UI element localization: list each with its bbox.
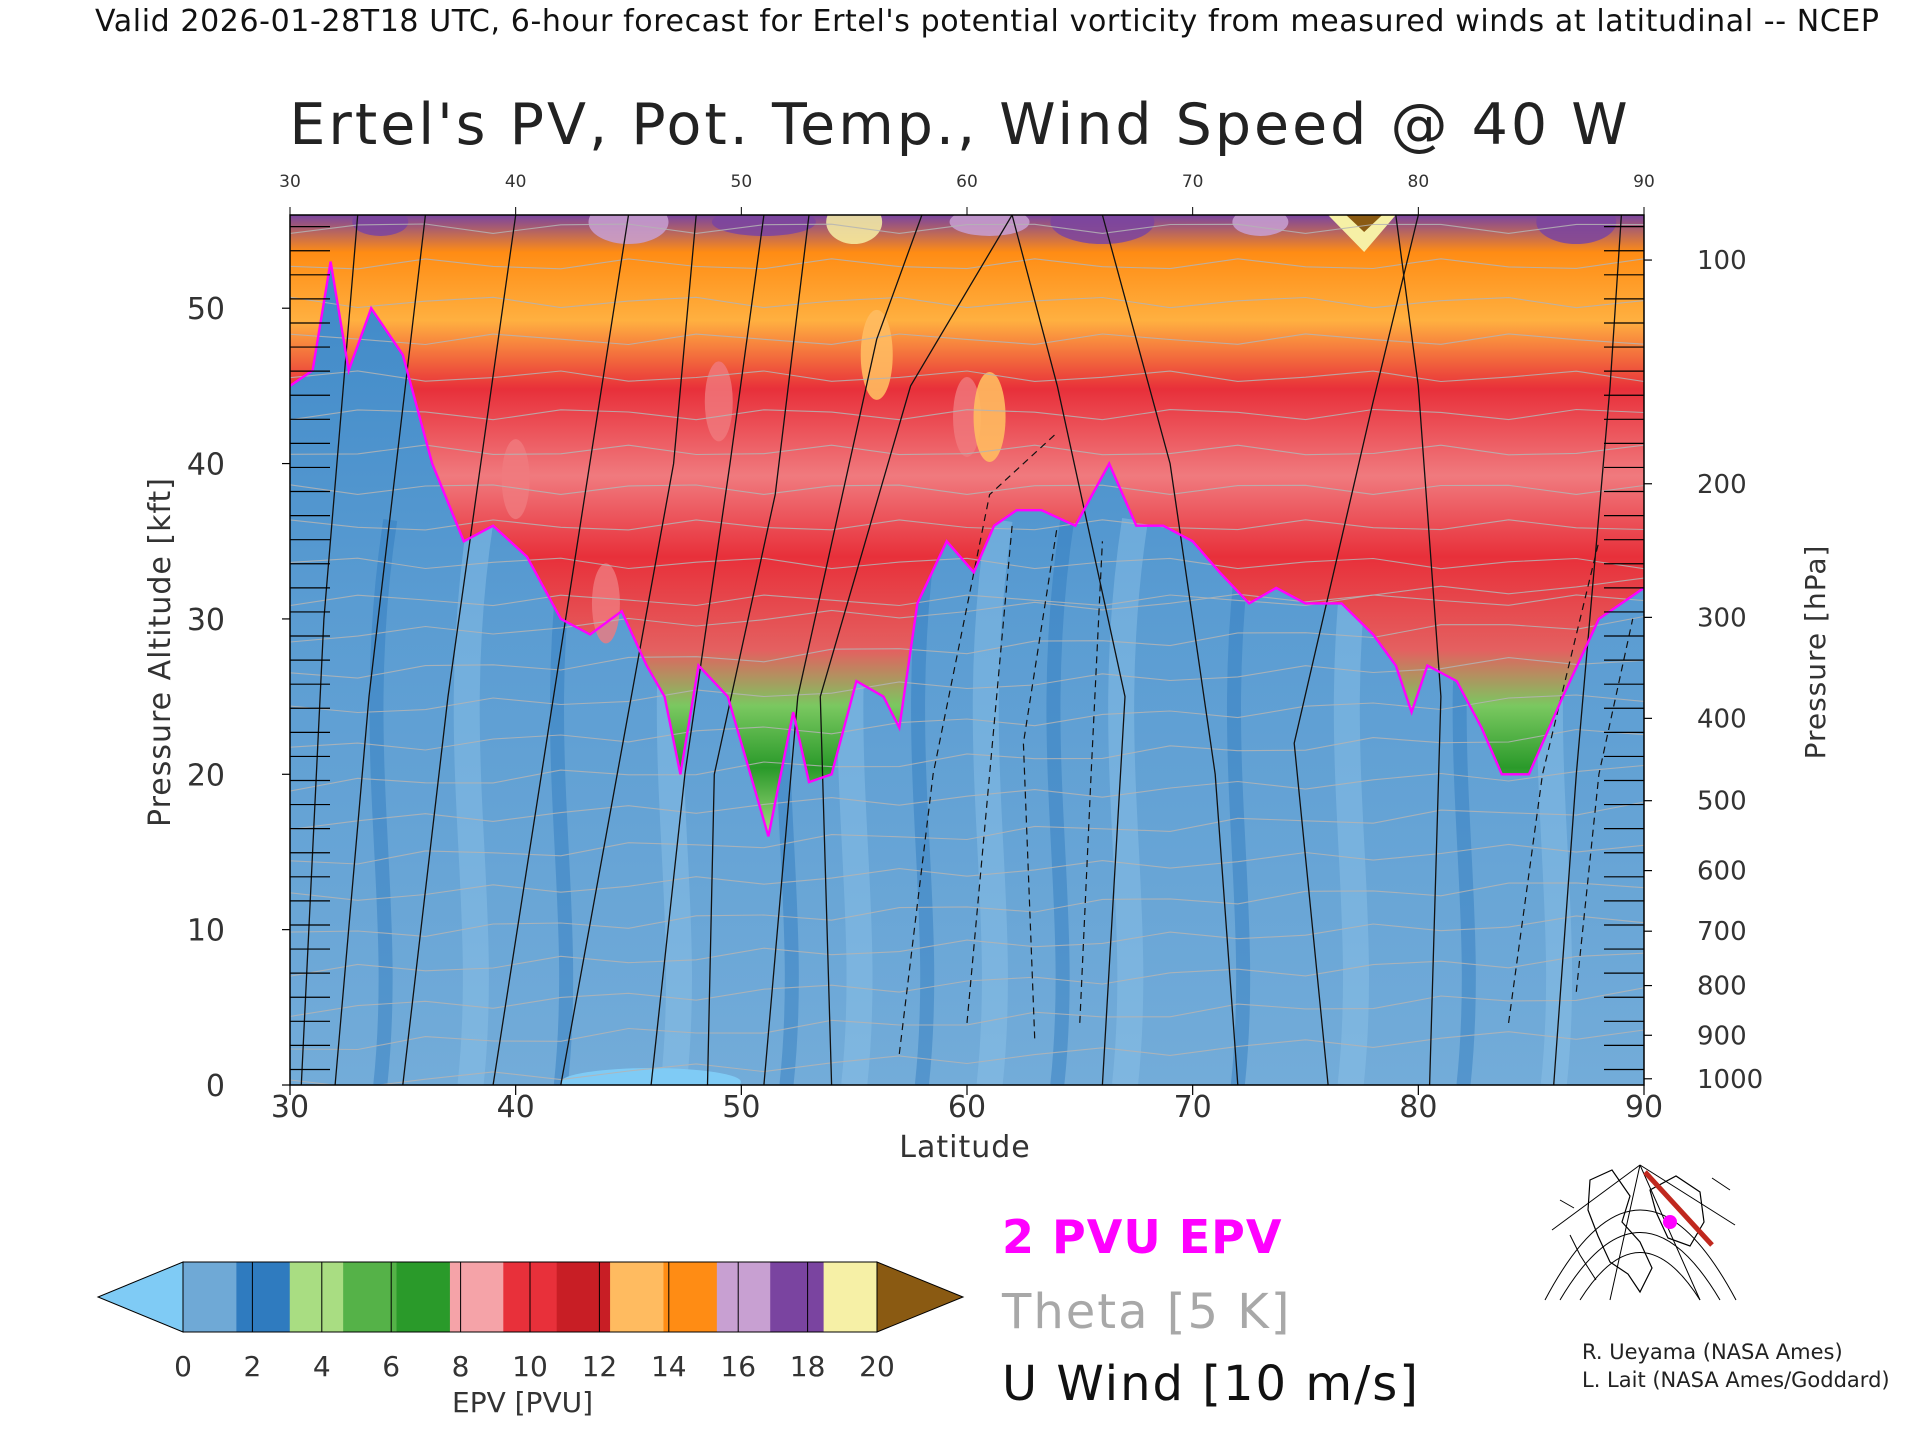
- colorbar-tick-label: 4: [313, 1350, 331, 1383]
- x-tick-label: 60: [948, 1090, 986, 1125]
- colorbar-swatch: [663, 1262, 718, 1332]
- x-tick-label: 50: [722, 1090, 760, 1125]
- latitude-axis-top: 30 40 50 60 70 80 90: [279, 172, 1655, 215]
- colorbar-tick-label: 2: [243, 1350, 261, 1383]
- colorbar-tick-label: 10: [512, 1350, 548, 1383]
- transect-line: [1643, 1170, 1714, 1247]
- x-tick-label: 90: [1625, 1090, 1663, 1125]
- location-marker: [1663, 1215, 1677, 1229]
- colorbar-swatch: [716, 1262, 771, 1332]
- x-top-tick-label: 50: [731, 172, 753, 192]
- x-tick-label: 70: [1174, 1090, 1212, 1125]
- colorbar-underflow: [96, 1261, 184, 1333]
- x-axis-label: Latitude: [899, 1130, 1030, 1165]
- y-axis-label-right: Pressure [hPa]: [1799, 545, 1832, 760]
- pressure-tick-label: 600: [1697, 857, 1747, 887]
- x-top-tick-label: 80: [1408, 172, 1430, 192]
- pressure-tick-label: 700: [1697, 917, 1747, 947]
- colorbar-tick-label: 18: [790, 1350, 826, 1383]
- pressure-tick-label: 400: [1697, 704, 1747, 734]
- legend-u-wind: U Wind [10 m/s]: [1002, 1356, 1421, 1412]
- colorbar-swatch: [236, 1262, 291, 1332]
- colorbar-swatch: [823, 1262, 878, 1332]
- y-tick-label: 30: [187, 603, 225, 638]
- pressure-tick-label: 200: [1697, 470, 1747, 500]
- colorbar-swatch: [610, 1262, 664, 1332]
- colorbar-tick-label: 14: [651, 1350, 687, 1383]
- colorbar-tick-label: 16: [720, 1350, 756, 1383]
- colorbar-tick-label: 6: [382, 1350, 400, 1383]
- x-tick-label: 80: [1399, 1090, 1437, 1125]
- theta-contours: [290, 223, 1644, 1085]
- y-tick-label: 40: [187, 448, 225, 483]
- colorbar-tick-label: 12: [582, 1350, 618, 1383]
- pressure-tick-label: 500: [1697, 787, 1747, 817]
- x-top-tick-label: 60: [956, 172, 978, 192]
- colorbar: 0 2 4 6 8 10 12 14 16 18 20: [96, 1261, 965, 1383]
- credit-author-1: R. Ueyama (NASA Ames): [1582, 1340, 1843, 1364]
- legend-theta: Theta [5 K]: [1002, 1284, 1292, 1340]
- location-map-inset: [1543, 1152, 1738, 1304]
- colorbar-swatch: [289, 1262, 344, 1332]
- y-tick-label: 20: [187, 758, 225, 793]
- y-tick-label: 10: [187, 914, 225, 949]
- colorbar-swatch: [449, 1262, 504, 1332]
- colorbar-tick-label: 20: [859, 1350, 895, 1383]
- legend-2pvu-epv: 2 PVU EPV: [1002, 1210, 1283, 1264]
- pressure-tick-label: 800: [1697, 972, 1747, 1002]
- pressure-tick-label: 100: [1697, 246, 1747, 276]
- y-axis-label-left: Pressure Altitude [kft]: [143, 477, 178, 827]
- x-tick-label: 40: [497, 1090, 535, 1125]
- colorbar-overflow: [876, 1261, 965, 1333]
- credit-author-2: L. Lait (NASA Ames/Goddard): [1582, 1368, 1890, 1392]
- colorbar-swatch: [556, 1262, 611, 1332]
- x-top-tick-label: 40: [505, 172, 527, 192]
- colorbar-tick-label: 8: [452, 1350, 470, 1383]
- colorbar-swatch: [396, 1262, 451, 1332]
- pressure-tick-label: 1000: [1697, 1065, 1763, 1095]
- latitude-axis: 30 40 50 60 70 80 90: [271, 1085, 1663, 1125]
- x-tick-label: 30: [271, 1090, 309, 1125]
- pressure-tick-label: 900: [1697, 1021, 1747, 1051]
- x-top-tick-label: 30: [279, 172, 301, 192]
- x-top-tick-label: 90: [1633, 172, 1655, 192]
- valid-time-line: Valid 2026-01-28T18 UTC, 6-hour forecast…: [95, 4, 1880, 39]
- pressure-axis: 100 200 300 400 500 600 700 800 900 1000: [1644, 246, 1763, 1095]
- u-wind-contours: [300, 215, 1634, 1085]
- 2pvu-contour: [290, 261, 1644, 837]
- y-tick-label: 50: [187, 292, 225, 327]
- stratosphere-blobs: [352, 215, 1617, 644]
- chart-title: Ertel's PV, Pot. Temp., Wind Speed @ 40 …: [289, 92, 1631, 158]
- altitude-axis: 0 10 20 30 40 50: [187, 226, 1644, 1104]
- colorbar-swatch: [183, 1262, 237, 1332]
- stratosphere-fill: [290, 215, 1644, 837]
- pressure-tick-label: 300: [1697, 603, 1747, 633]
- y-tick-label: 0: [206, 1069, 225, 1104]
- colorbar-swatch: [770, 1262, 825, 1332]
- x-top-tick-label: 70: [1182, 172, 1204, 192]
- colorbar-swatch: [343, 1262, 398, 1332]
- colorbar-tick-label: 0: [174, 1350, 192, 1383]
- colorbar-label: EPV [PVU]: [452, 1386, 594, 1419]
